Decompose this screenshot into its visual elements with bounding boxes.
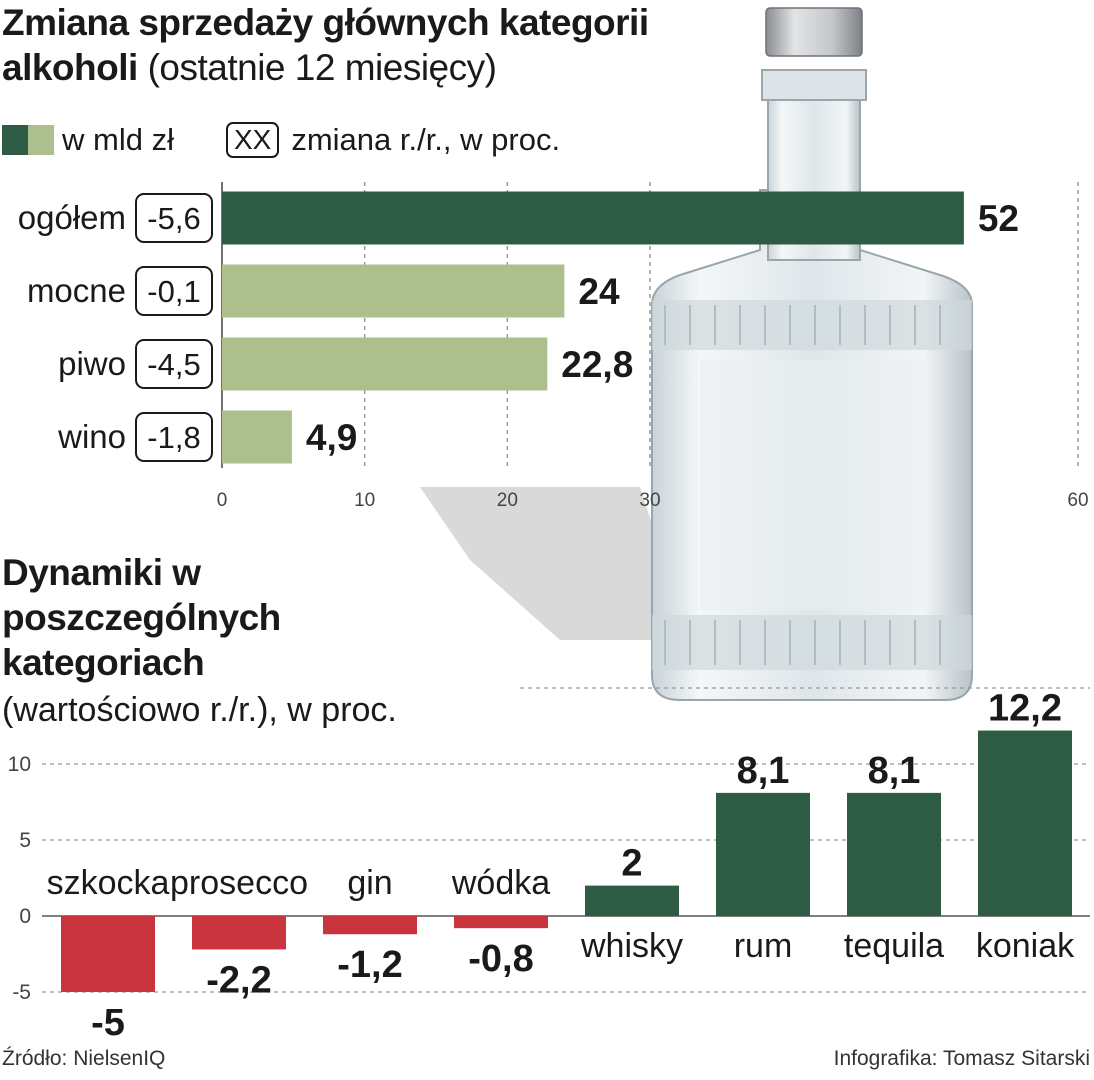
x-tick-label: 60 — [1067, 490, 1088, 511]
legend-change-label: zmiana r./r., w proc. — [291, 122, 561, 157]
bar — [222, 191, 964, 245]
data-label: 12,2 — [988, 688, 1062, 730]
bar — [192, 916, 286, 950]
legend-swatch-dark — [2, 125, 28, 155]
category-label: koniak — [976, 927, 1075, 965]
data-label: 8,1 — [868, 750, 921, 792]
category-label: prosecco — [170, 864, 308, 902]
legend-box-sample: XX — [225, 122, 280, 158]
top-legend: w mld zł XX zmiana r./r., w proc. — [2, 120, 560, 160]
bar — [978, 730, 1072, 916]
x-tick-label: 30 — [639, 490, 660, 511]
top-title-bold: Zmiana sprzedaży głównych kategorii alko… — [2, 2, 649, 88]
data-label: 52 — [978, 198, 1019, 239]
bar — [222, 337, 548, 391]
category-label: wino — [57, 418, 126, 455]
x-tick-label: 20 — [497, 490, 518, 511]
bar — [716, 792, 810, 916]
top-title-light: (ostatnie 12 miesięcy) — [147, 47, 497, 88]
category-label: piwo — [58, 345, 126, 382]
bar — [454, 916, 548, 929]
bar — [585, 885, 679, 916]
data-label: -5 — [91, 1002, 125, 1044]
change-label: -1,8 — [147, 420, 200, 455]
bar — [222, 410, 292, 464]
category-label: gin — [347, 864, 392, 902]
bar — [323, 916, 417, 935]
data-label: -2,2 — [206, 959, 271, 1001]
legend-swatch-light — [28, 125, 54, 155]
change-box — [135, 412, 213, 462]
legend-value-label: w mld zł — [62, 122, 174, 157]
data-label: -0,8 — [468, 938, 533, 980]
top-chart-title: Zmiana sprzedaży głównych kategorii alko… — [2, 0, 722, 90]
bottom-title-text: Dynamiki w poszczególnych kategoriach — [2, 552, 281, 683]
category-label: rum — [734, 927, 793, 965]
bottom-chart-subtitle: (wartościowo r./r.), w proc. — [2, 691, 397, 729]
change-box — [135, 193, 213, 243]
data-label: 22,8 — [561, 344, 633, 385]
category-label: mocne — [27, 272, 126, 309]
change-label: -5,6 — [147, 201, 200, 236]
data-label: 24 — [578, 271, 620, 312]
x-tick-label: 10 — [354, 490, 375, 511]
y-tick-label: -5 — [12, 981, 31, 1004]
credit-note: Infografika: Tomasz Sitarski — [833, 1047, 1090, 1070]
change-label: -0,1 — [147, 274, 200, 309]
data-label: -1,2 — [337, 944, 402, 986]
y-tick-label: 10 — [8, 753, 31, 776]
bottom-chart-title: Dynamiki w poszczególnych kategoriach — [2, 550, 382, 685]
category-label: ogółem — [18, 199, 126, 236]
category-label: szkocka — [47, 864, 170, 902]
bar — [222, 264, 565, 318]
bar — [61, 916, 155, 992]
data-label: 4,9 — [306, 417, 357, 458]
bar — [847, 792, 941, 916]
category-label: whisky — [580, 927, 683, 965]
source-note: Źródło: NielsenIQ — [2, 1047, 166, 1070]
y-tick-label: 5 — [19, 829, 31, 852]
data-label: 2 — [621, 843, 642, 885]
x-tick-label: 0 — [217, 490, 228, 511]
change-box — [135, 266, 213, 316]
category-label: tequila — [844, 927, 944, 965]
y-tick-label: 0 — [19, 905, 31, 928]
change-box — [135, 339, 213, 389]
category-label: wódka — [451, 864, 550, 902]
change-label: -4,5 — [147, 347, 200, 382]
data-label: 8,1 — [737, 750, 790, 792]
top-bar-chart: 0 10 20 30 60 52 ogółem -5,6 24 mocne -0,1 22,8 piwo… — [18, 182, 1089, 511]
